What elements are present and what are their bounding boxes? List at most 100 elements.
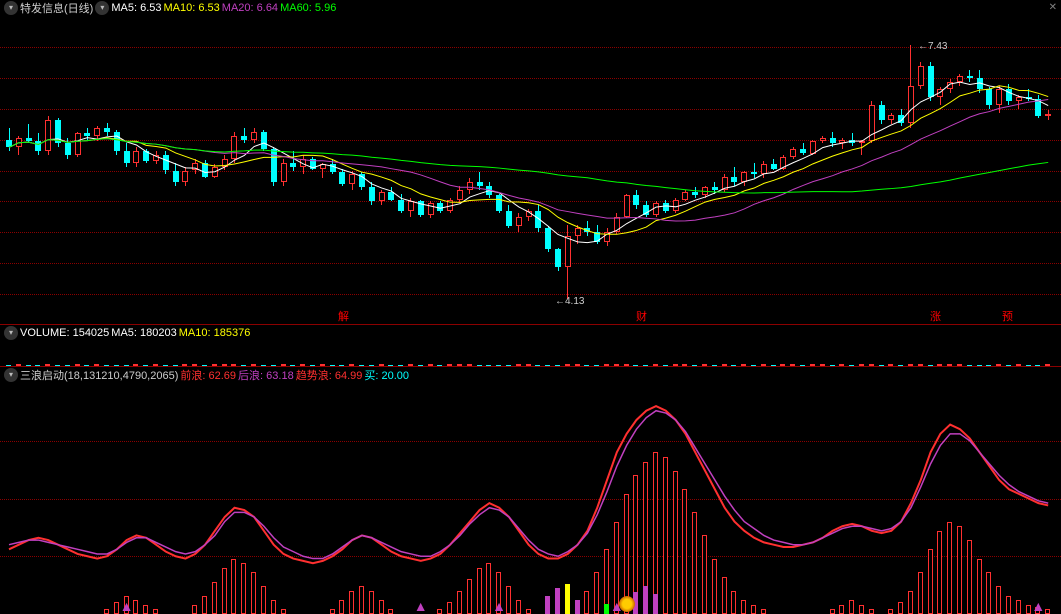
hist-bar bbox=[349, 591, 354, 614]
hist-bar bbox=[859, 605, 864, 614]
volume-bar bbox=[153, 364, 158, 366]
volume-bar bbox=[888, 364, 893, 366]
hist-bar bbox=[437, 609, 442, 614]
volume-bar bbox=[202, 365, 207, 366]
hist-bar bbox=[888, 609, 893, 614]
hist-bar bbox=[467, 579, 472, 614]
hist-bar bbox=[359, 586, 364, 614]
volume-bar bbox=[800, 365, 805, 366]
stock-title: 特发信息(日线) bbox=[20, 0, 93, 16]
hist-bar bbox=[839, 605, 844, 614]
volume-bar bbox=[163, 365, 168, 366]
volume-bar bbox=[192, 364, 197, 366]
volume-bar bbox=[349, 364, 354, 366]
volume-bar bbox=[830, 365, 835, 366]
volume-bar bbox=[731, 365, 736, 366]
volume-bar bbox=[388, 365, 393, 366]
volume-bar bbox=[908, 364, 913, 366]
oscillator-chart-body[interactable]: ▲▲▲▲▲ bbox=[0, 383, 1061, 614]
hist-bar bbox=[918, 572, 923, 614]
hist-bar bbox=[761, 609, 766, 614]
ma5-label: MA5: 6.53 bbox=[111, 2, 161, 14]
triangle-marker: ▲ bbox=[120, 598, 134, 614]
volume-bar bbox=[820, 364, 825, 366]
volume-bar bbox=[1035, 365, 1040, 366]
volume-bar bbox=[692, 365, 697, 366]
hist-bar bbox=[330, 609, 335, 614]
hist-bar bbox=[849, 600, 854, 614]
hist-bar bbox=[741, 600, 746, 614]
hist-bar bbox=[663, 457, 668, 614]
volume-bar bbox=[957, 364, 962, 366]
hist-bar bbox=[731, 591, 736, 614]
volume-bar bbox=[1006, 365, 1011, 366]
volume-bar bbox=[281, 364, 286, 366]
volume-bar bbox=[633, 365, 638, 366]
hist-bar bbox=[898, 602, 903, 614]
volume-bar bbox=[780, 364, 785, 366]
marker: 财 bbox=[636, 308, 647, 324]
marker: 预 bbox=[1002, 308, 1013, 324]
osc-mai: 买: 20.00 bbox=[364, 367, 409, 383]
hist-bar bbox=[977, 559, 982, 614]
osc-hou: 后浪: 63.18 bbox=[238, 367, 294, 383]
volume-bar bbox=[771, 365, 776, 366]
hist-bar bbox=[261, 586, 266, 614]
signal-bar bbox=[565, 584, 570, 614]
volume-bar bbox=[418, 365, 423, 366]
volume-bar bbox=[330, 365, 335, 366]
volume-bar bbox=[320, 364, 325, 366]
hist-bar bbox=[104, 609, 109, 614]
volume-bar bbox=[712, 365, 717, 366]
volume-bar bbox=[271, 365, 276, 366]
volume-bar bbox=[143, 365, 148, 366]
hist-bar bbox=[712, 559, 717, 614]
signal-bar bbox=[545, 596, 550, 614]
volume-bar bbox=[359, 365, 364, 366]
chevron-down-icon[interactable]: ▾ bbox=[4, 1, 18, 15]
volume-bar bbox=[486, 365, 491, 366]
hist-bar bbox=[682, 489, 687, 614]
ma60-label: MA60: 5.96 bbox=[280, 2, 336, 14]
volume-bar bbox=[408, 364, 413, 366]
volume-bar bbox=[947, 364, 952, 366]
hist-bar bbox=[379, 600, 384, 614]
chevron-down-icon[interactable]: ▾ bbox=[4, 368, 18, 382]
chevron-down-icon[interactable]: ▾ bbox=[95, 1, 109, 15]
triangle-marker: ▲ bbox=[492, 598, 506, 614]
volume-bar bbox=[379, 364, 384, 366]
hist-bar bbox=[653, 452, 658, 614]
hist-bar bbox=[1006, 596, 1011, 614]
volume-bar bbox=[869, 364, 874, 366]
volume-bar bbox=[516, 364, 521, 366]
price-chart-body[interactable]: ←7.43←4.13解财涨预 bbox=[0, 16, 1061, 324]
vol-ma10-label: MA10: 185376 bbox=[179, 327, 251, 339]
hist-bar bbox=[1045, 609, 1050, 614]
osc-qian: 前浪: 62.69 bbox=[180, 367, 236, 383]
volume-bar bbox=[849, 365, 854, 366]
volume-bar bbox=[6, 365, 11, 366]
volume-label: VOLUME: 154025 bbox=[20, 327, 109, 339]
hist-bar bbox=[869, 609, 874, 614]
hist-bar bbox=[1016, 600, 1021, 614]
hist-bar bbox=[1026, 605, 1031, 614]
volume-bar bbox=[45, 364, 50, 366]
triangle-marker: ▲ bbox=[1031, 598, 1045, 614]
hist-bar bbox=[908, 591, 913, 614]
volume-bar bbox=[428, 364, 433, 366]
volume-bar bbox=[94, 364, 99, 366]
chevron-down-icon[interactable]: ▾ bbox=[4, 326, 18, 340]
volume-bar bbox=[810, 364, 815, 366]
volume-bar bbox=[231, 364, 236, 366]
vol-ma5-label: MA5: 180203 bbox=[111, 327, 176, 339]
hist-bar bbox=[692, 512, 697, 614]
volume-bar bbox=[751, 365, 756, 366]
volume-bar bbox=[84, 365, 89, 366]
volume-bar bbox=[967, 365, 972, 366]
volume-panel: ▾ VOLUME: 154025 MA5: 180203 MA10: 18537… bbox=[0, 325, 1061, 367]
volume-bar bbox=[447, 364, 452, 366]
volume-bar bbox=[526, 364, 531, 366]
hist-bar bbox=[722, 577, 727, 614]
hist-bar bbox=[133, 600, 138, 614]
volume-chart-body[interactable] bbox=[0, 341, 1061, 366]
